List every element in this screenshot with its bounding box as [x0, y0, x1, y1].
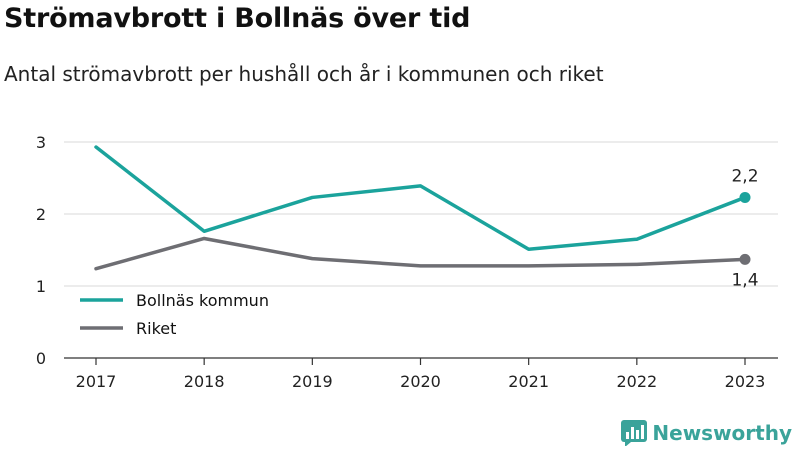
brand-logo: Newsworthy: [621, 420, 792, 446]
x-tick-label: 2017: [76, 372, 117, 391]
x-tick-label: 2020: [400, 372, 441, 391]
x-tick-label: 2021: [508, 372, 549, 391]
series-line: [94, 236, 747, 271]
end-value-label: 1,4: [731, 270, 758, 290]
axes: 0 1 2 3 2017 2018 2019 2020 2021 2022 2023: [36, 133, 766, 391]
end-value-label: 2,2: [731, 166, 758, 186]
x-tick-label: 2023: [725, 372, 766, 391]
legend-label: Riket: [136, 319, 176, 338]
x-tick-label: 2018: [184, 372, 225, 391]
y-tick-label: 2: [36, 205, 46, 224]
chart-title: Strömavbrott i Bollnäs över tid: [4, 3, 471, 34]
x-tick-label: 2022: [616, 372, 657, 391]
legend: Bollnäs kommun Riket: [80, 291, 269, 338]
series-line: [94, 145, 747, 252]
series-lines: 2,2 1,4: [94, 145, 759, 290]
bar-chart-logo-icon: [621, 420, 648, 446]
y-tick-label: 1: [36, 277, 46, 296]
y-tick-label: 3: [36, 133, 46, 152]
end-point-marker: [739, 191, 751, 203]
chart-subtitle: Antal strömavbrott per hushåll och år i …: [4, 62, 604, 86]
y-tick-label: 0: [36, 349, 46, 368]
legend-label: Bollnäs kommun: [136, 291, 269, 310]
brand-name: Newsworthy: [652, 421, 792, 445]
end-point-marker: [739, 253, 751, 265]
x-tick-label: 2019: [292, 372, 333, 391]
